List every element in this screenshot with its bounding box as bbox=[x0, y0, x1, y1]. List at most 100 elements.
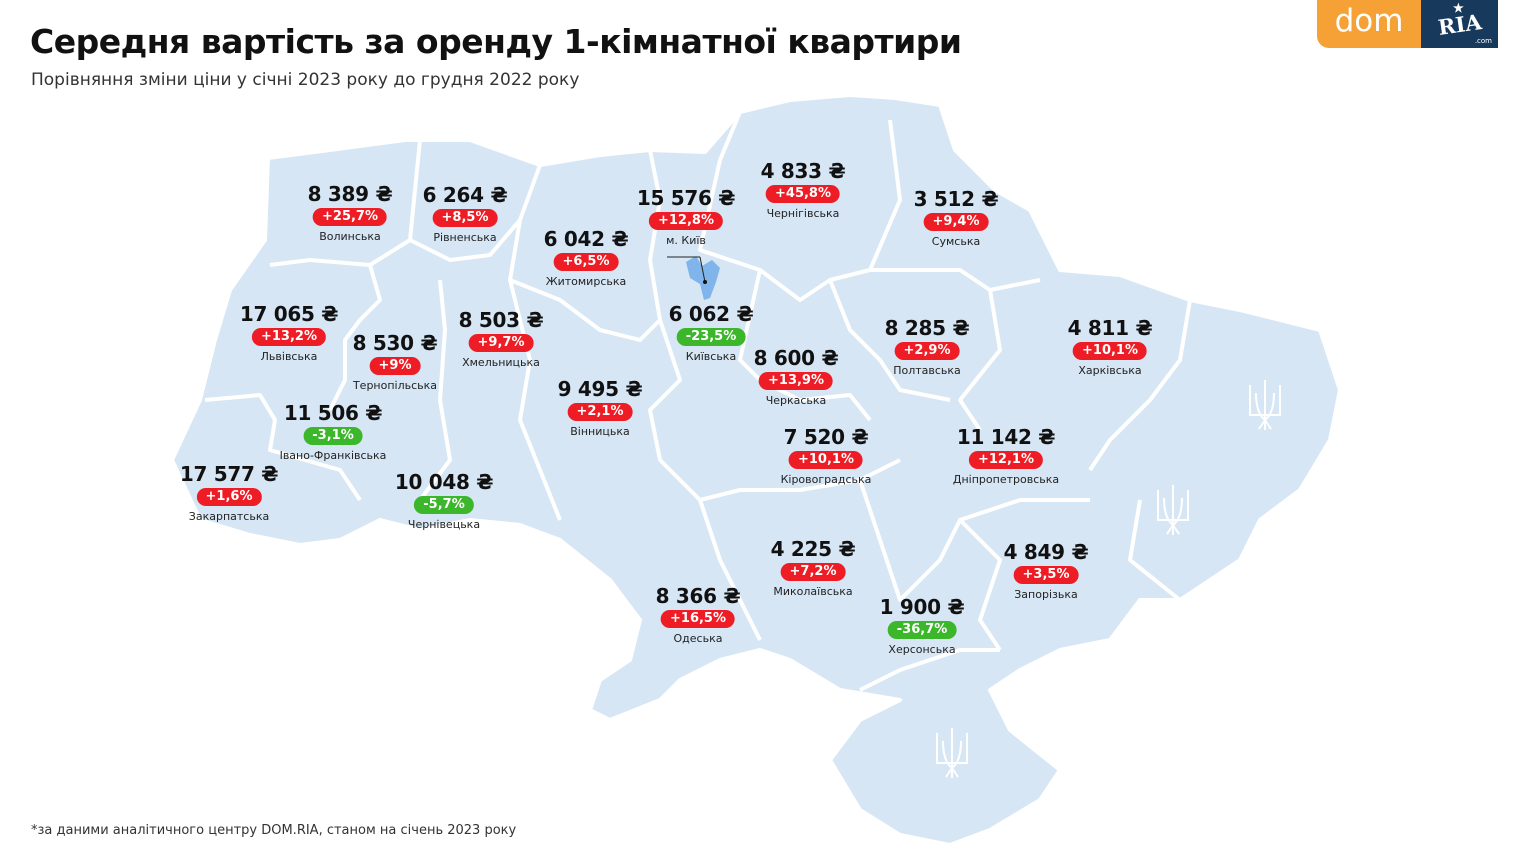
star-icon: ★ bbox=[1453, 1, 1464, 15]
change-badge: +13,9% bbox=[759, 372, 833, 390]
region-price: 8 503 ₴ bbox=[458, 308, 544, 332]
region-name: Дніпропетровська bbox=[952, 473, 1060, 486]
region-name: Черкаська bbox=[765, 394, 827, 407]
region-price: 4 225 ₴ bbox=[770, 537, 856, 561]
change-badge: +12,1% bbox=[968, 451, 1043, 469]
region-name: Запорізька bbox=[1014, 588, 1078, 601]
change-badge: +9,7% bbox=[468, 334, 534, 352]
change-badge: +12,8% bbox=[648, 212, 723, 230]
region-price: 15 576 ₴ bbox=[636, 186, 736, 210]
region-name: Київська bbox=[685, 350, 737, 363]
logo-ria: ★ RIA .com bbox=[1421, 0, 1498, 48]
region-price: 17 577 ₴ bbox=[179, 462, 279, 486]
region-volynska[interactable]: 8 389 ₴ +25,7% Волинська bbox=[308, 183, 393, 243]
region-chernivetska[interactable]: 10 048 ₴ -5,7% Чернівецька bbox=[394, 470, 494, 531]
change-badge: -3,1% bbox=[303, 427, 363, 445]
region-odeska[interactable]: 8 366 ₴ +16,5% Одеська bbox=[656, 585, 741, 645]
region-name: Миколаївська bbox=[773, 585, 853, 598]
region-name: Чернігівська bbox=[766, 207, 840, 220]
change-badge: +2,9% bbox=[894, 342, 960, 360]
region-price: 6 062 ₴ bbox=[668, 302, 754, 326]
region-price: 6 264 ₴ bbox=[422, 183, 508, 207]
region-kyiv-city[interactable]: 15 576 ₴ +12,8% м. Київ bbox=[636, 186, 736, 247]
change-badge: +6,5% bbox=[553, 253, 619, 271]
region-price: 11 142 ₴ bbox=[956, 425, 1056, 449]
change-badge: +10,1% bbox=[1073, 342, 1147, 360]
region-khersonska[interactable]: 1 900 ₴ -36,7% Херсонська bbox=[880, 596, 965, 656]
region-name: Рівненська bbox=[433, 231, 497, 244]
region-mykolaivska[interactable]: 4 225 ₴ +7,2% Миколаївська bbox=[771, 538, 856, 598]
region-kirovohradska[interactable]: 7 520 ₴ +10,1% Кіровоградська bbox=[781, 426, 872, 486]
region-name: Кіровоградська bbox=[780, 473, 872, 486]
region-zaporizka[interactable]: 4 849 ₴ +3,5% Запорізька bbox=[1004, 541, 1089, 601]
region-price: 8 530 ₴ bbox=[352, 331, 438, 355]
change-badge: +13,2% bbox=[251, 328, 326, 346]
region-dnipropetrovska[interactable]: 11 142 ₴ +12,1% Дніпропетровська bbox=[953, 426, 1059, 486]
region-lvivska[interactable]: 17 065 ₴ +13,2% Львівська bbox=[239, 302, 339, 363]
region-name: Хмельницька bbox=[462, 356, 540, 369]
region-name: Херсонська bbox=[888, 643, 956, 656]
change-badge: +9,4% bbox=[923, 213, 989, 231]
region-price: 1 900 ₴ bbox=[879, 595, 965, 619]
region-name: Волинська bbox=[319, 230, 381, 243]
map-silhouette bbox=[170, 93, 1342, 847]
region-price: 17 065 ₴ bbox=[239, 302, 339, 326]
change-badge: -36,7% bbox=[887, 621, 957, 639]
region-name: Тернопільська bbox=[352, 379, 438, 392]
region-name: м. Київ bbox=[666, 234, 706, 247]
region-name: Сумська bbox=[931, 235, 981, 248]
region-khmelnytska[interactable]: 8 503 ₴ +9,7% Хмельницька bbox=[459, 309, 544, 369]
region-zakarpatska[interactable]: 17 577 ₴ +1,6% Закарпатська bbox=[179, 462, 279, 523]
region-price: 6 042 ₴ bbox=[543, 227, 629, 251]
trident-icon bbox=[936, 728, 968, 778]
region-price: 7 520 ₴ bbox=[783, 425, 869, 449]
region-name: Полтавська bbox=[893, 364, 961, 377]
region-name: Харківська bbox=[1078, 364, 1142, 377]
region-ivano-frankivska[interactable]: 11 506 ₴ -3,1% Івано-Франківська bbox=[280, 402, 387, 462]
region-name: Одеська bbox=[673, 632, 723, 645]
region-price: 8 600 ₴ bbox=[753, 346, 839, 370]
logo-dom: dom bbox=[1317, 0, 1421, 48]
kyiv-city-shape bbox=[686, 256, 720, 300]
region-name: Вінницька bbox=[570, 425, 630, 438]
region-kyivska[interactable]: 6 062 ₴ -23,5% Київська bbox=[669, 303, 754, 363]
region-price: 4 849 ₴ bbox=[1003, 540, 1089, 564]
domria-logo[interactable]: dom ★ RIA .com bbox=[1317, 0, 1498, 48]
region-price: 4 833 ₴ bbox=[760, 159, 846, 183]
region-price: 8 389 ₴ bbox=[307, 182, 393, 206]
source-footnote: *за даними аналітичного центру DOM.RIA, … bbox=[31, 823, 517, 838]
trident-icons bbox=[936, 380, 1281, 778]
region-price: 11 506 ₴ bbox=[283, 401, 383, 425]
region-name: Закарпатська bbox=[188, 510, 270, 523]
change-badge: +16,5% bbox=[661, 610, 735, 628]
region-vinnytska[interactable]: 9 495 ₴ +2,1% Вінницька bbox=[558, 378, 643, 438]
region-zhytomyrska[interactable]: 6 042 ₴ +6,5% Житомирська bbox=[544, 228, 629, 288]
change-badge: +9% bbox=[369, 357, 421, 375]
change-badge: +7,2% bbox=[780, 563, 846, 581]
change-badge: +45,8% bbox=[766, 185, 840, 203]
region-sumska[interactable]: 3 512 ₴ +9,4% Сумська bbox=[914, 188, 999, 248]
region-kharkivska[interactable]: 4 811 ₴ +10,1% Харківська bbox=[1068, 317, 1153, 377]
region-cherkaska[interactable]: 8 600 ₴ +13,9% Черкаська bbox=[754, 347, 839, 407]
change-badge: +25,7% bbox=[313, 208, 387, 226]
page-subtitle: Порівняння зміни ціни у січні 2023 року … bbox=[31, 70, 580, 90]
region-price: 10 048 ₴ bbox=[394, 470, 494, 494]
page-title: Середня вартість за оренду 1-кімнатної к… bbox=[30, 22, 962, 61]
region-name: Житомирська bbox=[545, 275, 627, 288]
region-chernihivska[interactable]: 4 833 ₴ +45,8% Чернігівська bbox=[761, 160, 846, 220]
change-badge: +8,5% bbox=[432, 209, 498, 227]
change-badge: +3,5% bbox=[1013, 566, 1079, 584]
region-name: Чернівецька bbox=[407, 518, 481, 531]
region-price: 9 495 ₴ bbox=[557, 377, 643, 401]
region-rivnenska[interactable]: 6 264 ₴ +8,5% Рівненська bbox=[423, 184, 508, 244]
region-name: Івано-Франківська bbox=[279, 449, 387, 462]
change-badge: +2,1% bbox=[567, 403, 633, 421]
region-name: Львівська bbox=[260, 350, 318, 363]
region-price: 8 366 ₴ bbox=[655, 584, 741, 608]
change-badge: +1,6% bbox=[196, 488, 262, 506]
change-badge: +10,1% bbox=[788, 451, 863, 469]
region-poltavska[interactable]: 8 285 ₴ +2,9% Полтавська bbox=[885, 317, 970, 377]
region-price: 8 285 ₴ bbox=[884, 316, 970, 340]
change-badge: -23,5% bbox=[676, 328, 746, 346]
region-ternopilska[interactable]: 8 530 ₴ +9% Тернопільська bbox=[353, 332, 438, 392]
